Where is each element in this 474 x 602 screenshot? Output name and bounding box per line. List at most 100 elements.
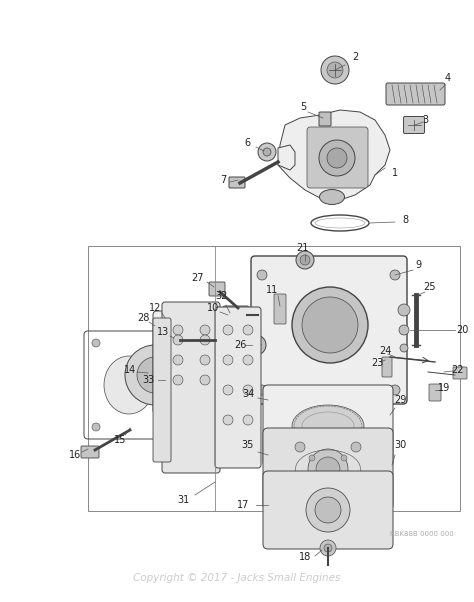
Circle shape [200, 335, 210, 345]
FancyBboxPatch shape [229, 177, 245, 188]
Text: 23: 23 [371, 358, 383, 368]
Text: 14: 14 [124, 365, 136, 375]
Text: 13: 13 [157, 327, 169, 337]
Text: 8: 8 [402, 215, 408, 225]
Circle shape [306, 488, 350, 532]
FancyBboxPatch shape [319, 112, 331, 126]
Polygon shape [278, 110, 390, 200]
Circle shape [341, 455, 347, 461]
Text: 7: 7 [220, 175, 226, 185]
Circle shape [158, 339, 166, 347]
Circle shape [173, 335, 183, 345]
Text: 27: 27 [192, 273, 204, 283]
Text: 24: 24 [379, 346, 391, 356]
Text: 5: 5 [300, 102, 306, 112]
Circle shape [92, 339, 100, 347]
Text: 19: 19 [438, 383, 450, 393]
FancyBboxPatch shape [307, 127, 368, 188]
Text: 4: 4 [445, 73, 451, 83]
Circle shape [173, 325, 183, 335]
Circle shape [243, 355, 253, 365]
Circle shape [390, 270, 400, 280]
Text: 2: 2 [352, 52, 358, 62]
Text: 16: 16 [69, 450, 81, 460]
FancyBboxPatch shape [274, 294, 286, 324]
Text: 29: 29 [394, 395, 406, 405]
Ellipse shape [104, 356, 154, 414]
Circle shape [302, 297, 358, 353]
Circle shape [161, 398, 169, 406]
Circle shape [257, 385, 267, 395]
Circle shape [251, 340, 261, 350]
Text: 1: 1 [392, 168, 398, 178]
Circle shape [399, 325, 409, 335]
Circle shape [295, 484, 305, 494]
Text: 25: 25 [424, 282, 436, 292]
Text: 18: 18 [299, 552, 311, 562]
Text: Copyright © 2017 - Jacks Small Engines: Copyright © 2017 - Jacks Small Engines [133, 573, 341, 583]
Circle shape [308, 449, 348, 489]
Circle shape [292, 287, 368, 363]
Circle shape [400, 344, 408, 352]
Circle shape [243, 325, 253, 335]
Text: 28: 28 [137, 313, 149, 323]
Circle shape [258, 143, 276, 161]
FancyBboxPatch shape [223, 306, 249, 324]
Circle shape [319, 140, 355, 176]
FancyBboxPatch shape [263, 385, 393, 467]
FancyBboxPatch shape [382, 357, 392, 377]
Circle shape [246, 335, 266, 355]
Text: 6: 6 [244, 138, 250, 148]
FancyBboxPatch shape [429, 384, 441, 401]
Text: 9: 9 [415, 260, 421, 270]
FancyBboxPatch shape [215, 307, 261, 468]
Text: 32: 32 [216, 291, 228, 301]
FancyBboxPatch shape [153, 318, 171, 462]
Text: 15: 15 [114, 435, 126, 445]
Circle shape [137, 357, 173, 393]
Text: 17: 17 [237, 500, 249, 510]
Circle shape [92, 423, 100, 431]
Text: 22: 22 [452, 365, 464, 375]
Circle shape [309, 477, 315, 483]
Circle shape [215, 319, 223, 327]
Text: 3: 3 [422, 115, 428, 125]
Text: 10: 10 [207, 303, 219, 313]
Circle shape [223, 325, 233, 335]
Circle shape [351, 442, 361, 452]
Circle shape [176, 346, 208, 378]
Circle shape [200, 355, 210, 365]
Circle shape [321, 56, 349, 84]
Circle shape [168, 338, 216, 386]
Circle shape [327, 62, 343, 78]
Text: 20: 20 [456, 325, 468, 335]
Text: 11: 11 [266, 285, 278, 295]
FancyBboxPatch shape [209, 282, 225, 296]
Circle shape [200, 325, 210, 335]
FancyBboxPatch shape [251, 256, 407, 404]
FancyBboxPatch shape [453, 367, 467, 379]
Circle shape [296, 251, 314, 269]
Circle shape [243, 415, 253, 425]
Bar [88, 246, 460, 511]
Circle shape [161, 319, 169, 327]
Ellipse shape [319, 190, 345, 205]
Text: 21: 21 [296, 243, 308, 253]
Circle shape [295, 442, 305, 452]
Circle shape [173, 355, 183, 365]
Text: 26: 26 [234, 340, 246, 350]
Ellipse shape [292, 405, 364, 447]
Text: RBK88B 0000 000: RBK88B 0000 000 [390, 531, 454, 537]
Circle shape [309, 455, 315, 461]
Text: 30: 30 [394, 440, 406, 450]
Circle shape [223, 415, 233, 425]
Circle shape [320, 540, 336, 556]
FancyBboxPatch shape [403, 117, 425, 134]
Circle shape [125, 345, 185, 405]
Text: 33: 33 [142, 375, 154, 385]
Circle shape [223, 355, 233, 365]
Circle shape [300, 255, 310, 265]
FancyBboxPatch shape [162, 302, 220, 473]
Text: 34: 34 [242, 389, 254, 399]
Circle shape [390, 385, 400, 395]
